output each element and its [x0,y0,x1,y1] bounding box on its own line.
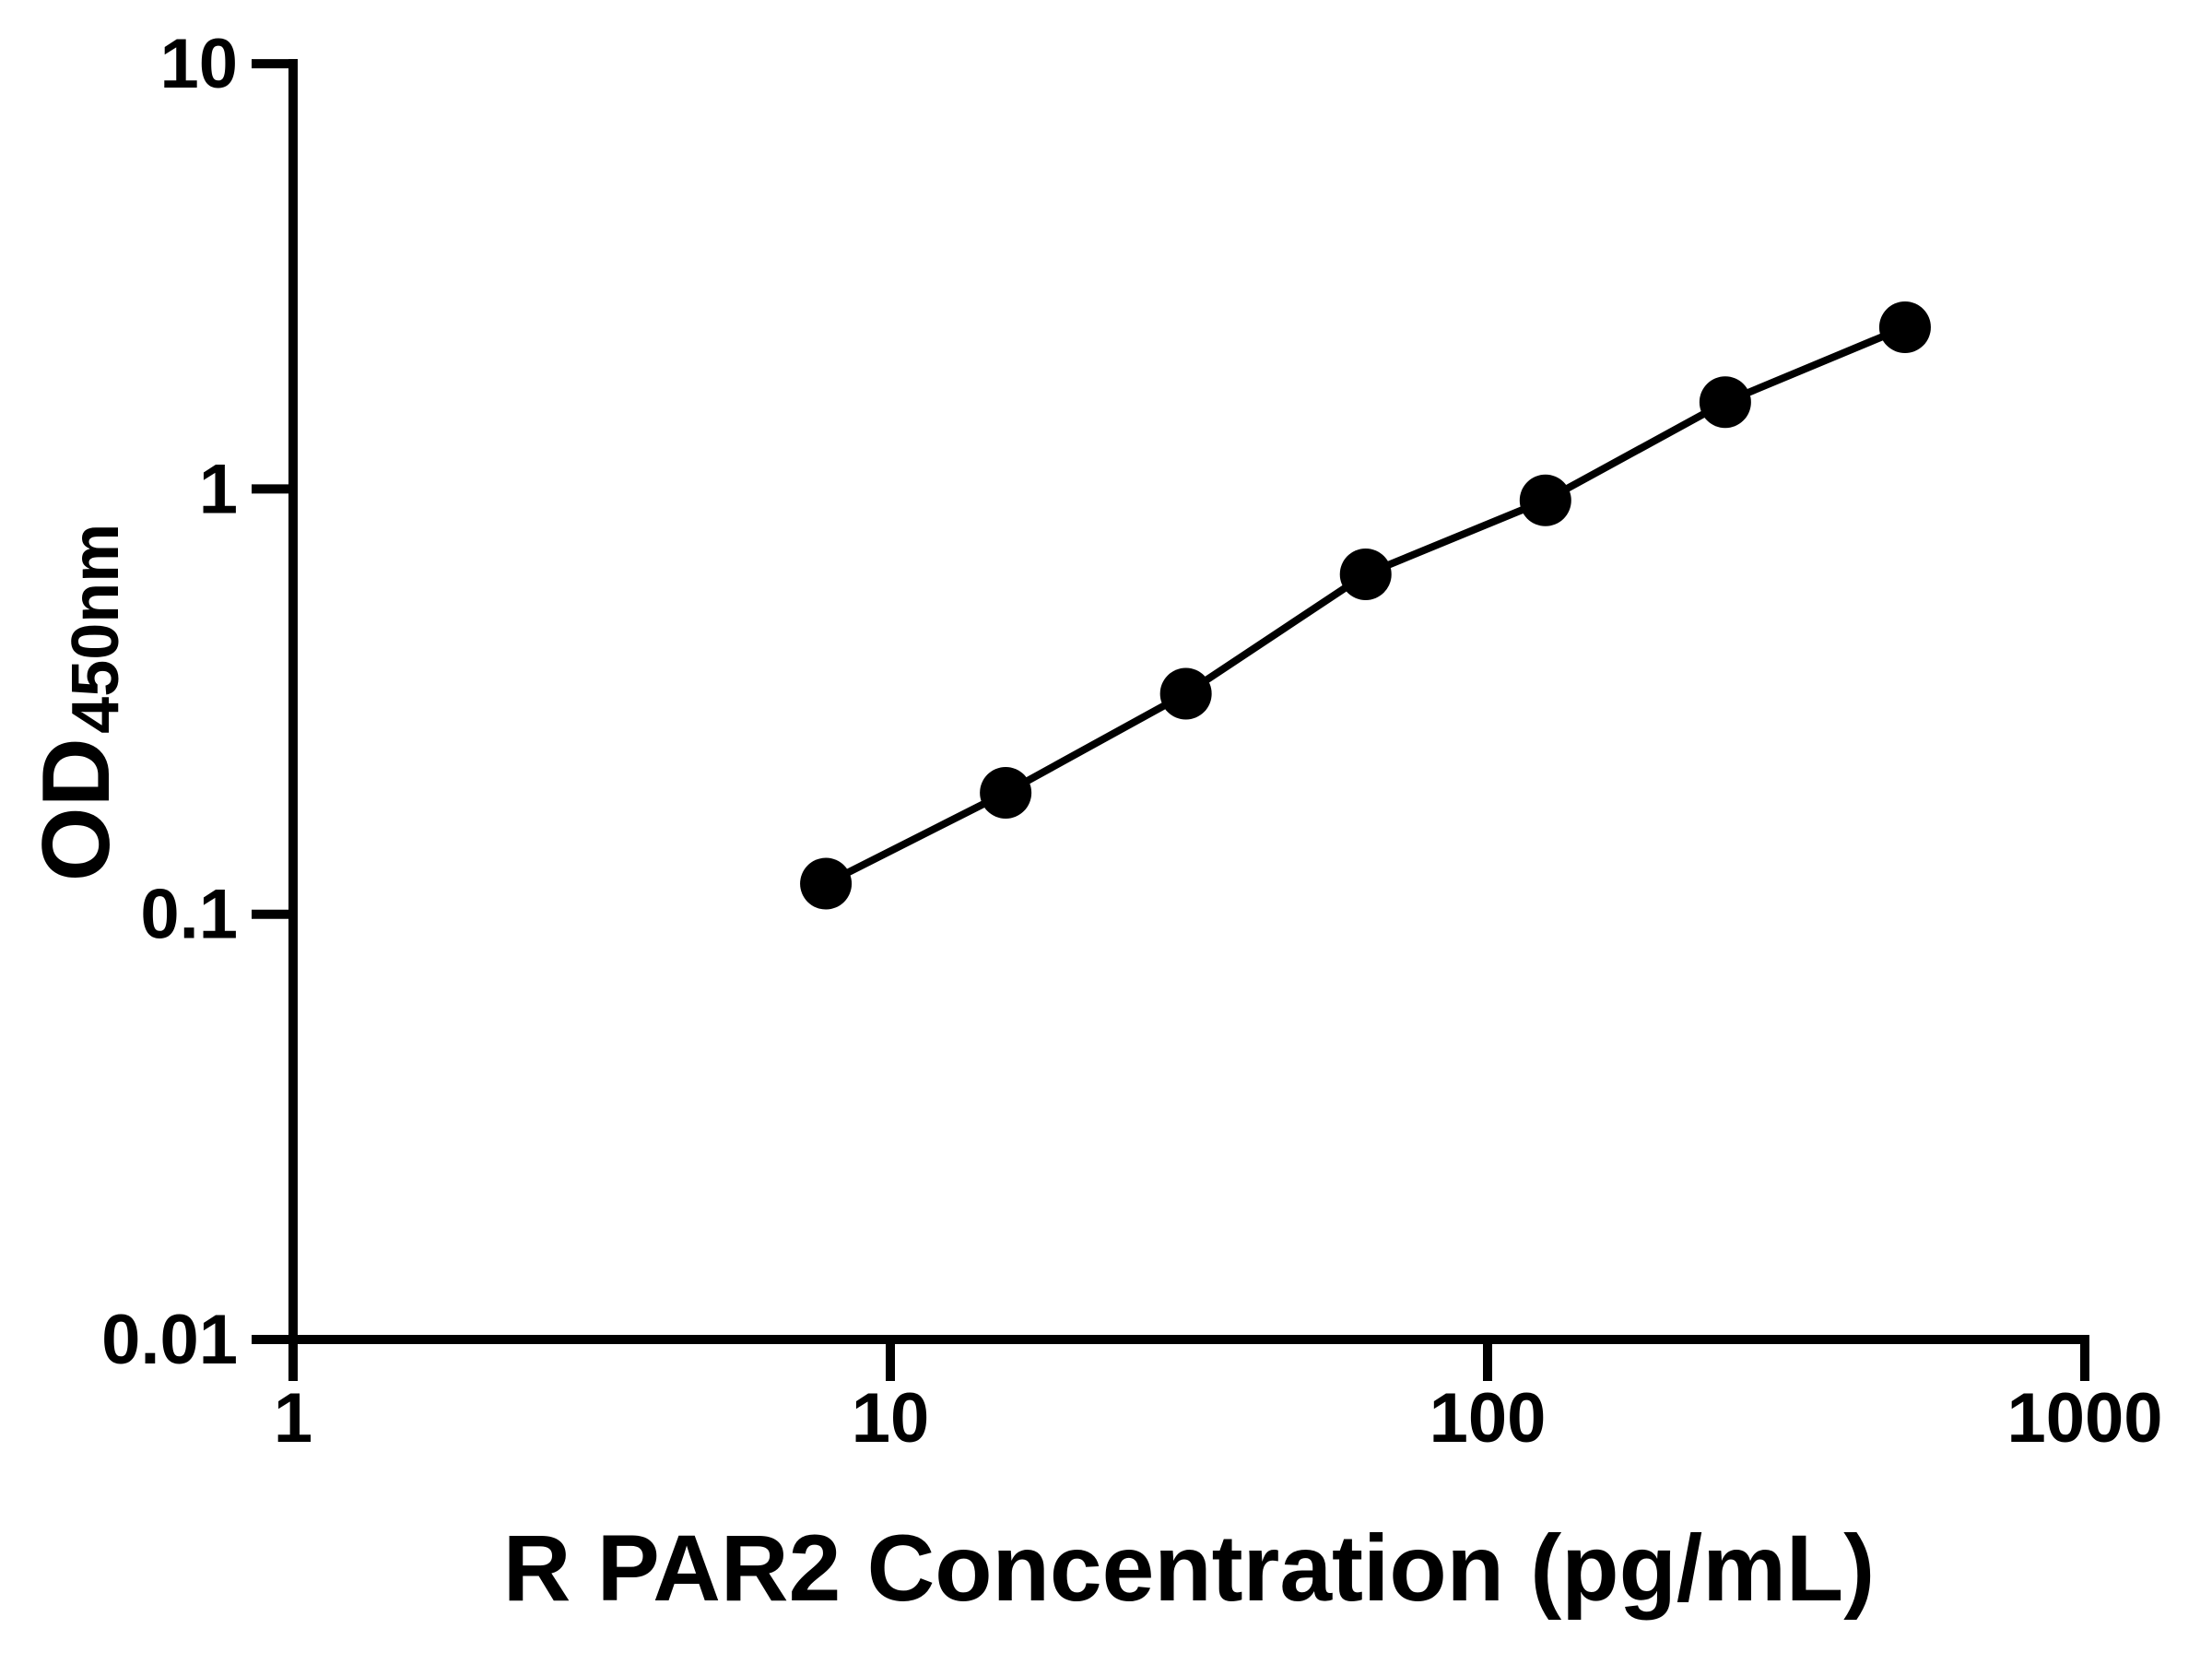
tick-marks [252,59,2089,1381]
y-tick-label: 1 [199,450,238,528]
y-tick-label: 0.01 [101,1301,238,1379]
data-point [1339,548,1392,600]
tick-labels: 1 10 100 1000 0.01 0.1 1 10 [101,25,2162,1457]
data-point [980,766,1032,819]
data-point [1699,376,1751,429]
x-axis-title: R PAR2 Concentration (pg/mL) [503,1516,1875,1621]
x-tick-label: 10 [852,1379,930,1457]
x-tick-label: 1000 [2006,1379,2162,1457]
data-series [800,301,1931,910]
data-point [1519,474,1571,526]
y-tick-label: 0.1 [140,876,238,954]
data-point [800,857,853,910]
y-axis-title-sub: 450nm [59,524,133,734]
x-tick-label: 100 [1430,1379,1547,1457]
y-axis-title: OD 450nm [23,524,133,882]
data-point [1159,667,1212,720]
y-tick-label: 10 [159,25,238,103]
x-tick-label: 1 [274,1379,312,1457]
y-axis-title-main: OD [23,738,130,881]
data-point [1878,301,1931,354]
